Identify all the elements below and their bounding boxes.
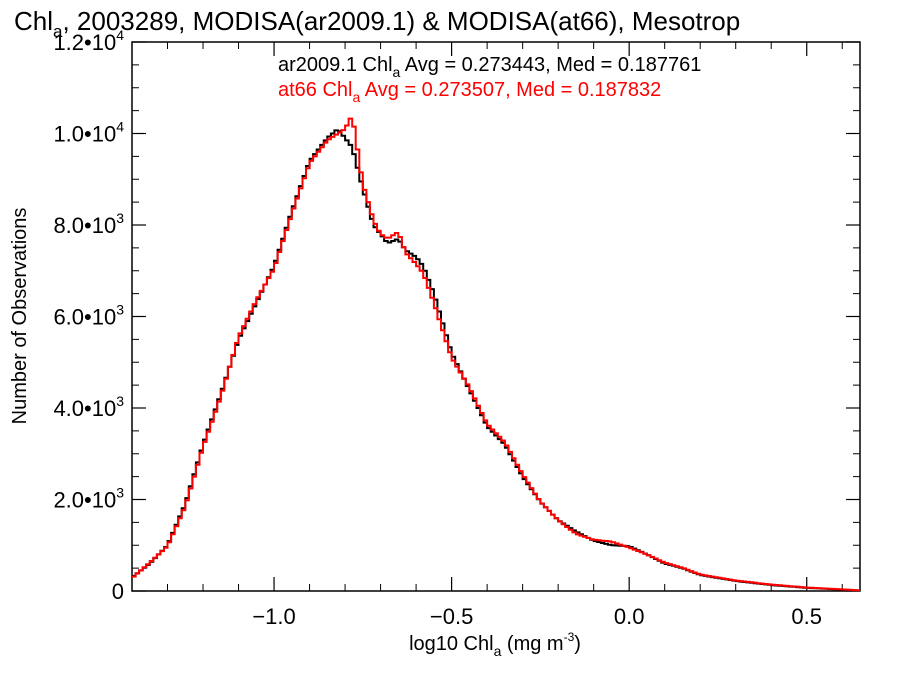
y-tick-label: 8.0•103 — [53, 210, 124, 238]
x-tick-label: −0.5 — [430, 604, 473, 629]
legend-entry-ar2009: ar2009.1 Chla Avg = 0.273443, Med = 0.18… — [278, 54, 701, 80]
x-tick-label: 0.0 — [614, 604, 645, 629]
y-axis-label: Number of Observations — [9, 208, 31, 425]
y-tick-label: 1.0•104 — [53, 119, 124, 147]
y-tick-labels: 0 2.0•103 4.0•103 6.0•103 8.0•103 1.0•104 1.2•… — [53, 27, 124, 604]
axis-ticks — [131, 41, 860, 592]
legend-entry-at66: at66 Chla Avg = 0.273507, Med = 0.187832 — [278, 79, 661, 105]
x-tick-label: 0.5 — [791, 604, 822, 629]
series-line-ar2009.1 — [132, 129, 860, 592]
y-tick-label: 2.0•103 — [53, 485, 124, 513]
x-tick-labels: −1.0 −0.5 0.0 0.5 — [252, 604, 822, 629]
series-line-at66 — [132, 117, 860, 592]
chart-title: Chla, 2003289, MODISA(ar2009.1) & MODISA… — [14, 6, 740, 41]
data-series — [132, 117, 860, 592]
plot-frame — [131, 41, 861, 592]
y-tick-label: 1.2•104 — [53, 27, 124, 55]
y-tick-label: 0 — [112, 579, 124, 604]
x-axis-label: log10 Chla (mg m-3) — [409, 630, 581, 659]
y-tick-label: 4.0•103 — [53, 393, 124, 421]
y-tick-label: 6.0•103 — [53, 302, 124, 330]
x-tick-label: −1.0 — [252, 604, 295, 629]
